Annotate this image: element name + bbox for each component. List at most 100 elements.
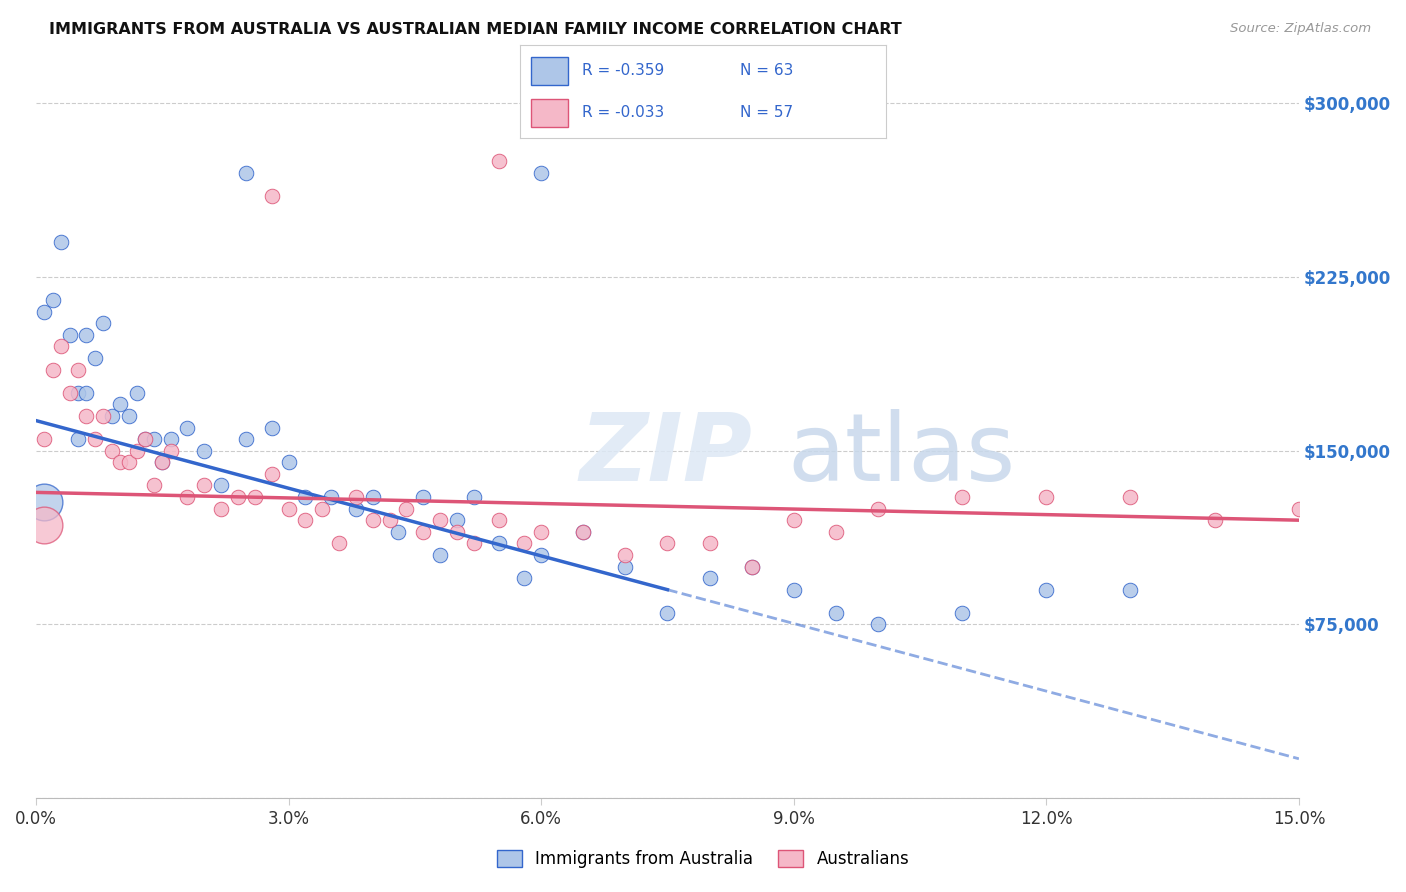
Point [1119,582,1142,597]
Point [83,432,105,446]
Point [193,443,215,458]
Point [429,548,451,562]
FancyBboxPatch shape [531,99,568,127]
FancyBboxPatch shape [531,57,568,85]
Text: Source: ZipAtlas.com: Source: ZipAtlas.com [1230,22,1371,36]
Point [176,490,198,504]
Point [176,420,198,434]
Point [125,385,148,400]
Point [150,455,173,469]
Point [294,490,316,504]
Point [824,524,846,539]
Text: R = -0.359: R = -0.359 [582,63,665,78]
Point [42,362,65,376]
Point [51,235,73,250]
Point [657,536,679,550]
Text: IMMIGRANTS FROM AUSTRALIA VS AUSTRALIAN MEDIAN FAMILY INCOME CORRELATION CHART: IMMIGRANTS FROM AUSTRALIA VS AUSTRALIAN … [49,22,903,37]
Point [83,351,105,365]
Point [159,443,181,458]
Text: ZIP: ZIP [579,409,752,501]
Point [395,501,418,516]
Text: R = -0.033: R = -0.033 [582,105,665,120]
Point [193,478,215,492]
Point [59,327,82,342]
Point [59,385,82,400]
Point [209,501,232,516]
Point [361,513,384,527]
Point [1119,490,1142,504]
Point [824,606,846,620]
Point [34,494,56,508]
Point [75,409,97,423]
Point [117,455,139,469]
Point [108,455,131,469]
Point [34,517,56,532]
Point [488,513,510,527]
Point [783,582,806,597]
Point [513,571,536,585]
Point [412,490,434,504]
Point [488,154,510,169]
Point [530,524,553,539]
Point [1288,501,1310,516]
Text: N = 57: N = 57 [740,105,793,120]
Point [150,455,173,469]
Point [125,443,148,458]
Point [783,513,806,527]
Point [75,385,97,400]
Point [100,443,122,458]
Point [100,409,122,423]
Point [260,189,283,203]
Point [530,166,553,180]
Point [42,293,65,307]
Point [378,513,401,527]
Point [344,490,367,504]
Point [344,501,367,516]
Point [34,304,56,318]
Text: atlas: atlas [787,409,1015,501]
Point [699,536,721,550]
Text: N = 63: N = 63 [740,63,793,78]
Point [226,490,249,504]
Point [657,606,679,620]
Point [108,397,131,411]
Point [513,536,536,550]
Point [294,513,316,527]
Point [614,559,637,574]
Point [463,536,485,550]
Point [429,513,451,527]
Point [67,385,90,400]
Point [572,524,595,539]
Point [328,536,350,550]
Point [91,409,114,423]
Point [67,362,90,376]
Point [950,606,973,620]
Point [572,524,595,539]
Point [51,339,73,353]
Point [117,409,139,423]
Point [741,559,763,574]
Point [488,536,510,550]
Point [1204,513,1226,527]
Point [235,432,257,446]
Point [91,316,114,330]
Point [866,617,889,632]
Point [67,432,90,446]
Point [75,327,97,342]
Point [209,478,232,492]
Point [243,490,266,504]
Point [134,432,156,446]
Point [319,490,342,504]
Legend: Immigrants from Australia, Australians: Immigrants from Australia, Australians [491,843,915,875]
Point [387,524,409,539]
Point [446,513,468,527]
Point [159,432,181,446]
Point [361,490,384,504]
Point [311,501,333,516]
Point [260,420,283,434]
Point [260,467,283,481]
Point [1035,582,1057,597]
Point [866,501,889,516]
Point [412,524,434,539]
Point [950,490,973,504]
